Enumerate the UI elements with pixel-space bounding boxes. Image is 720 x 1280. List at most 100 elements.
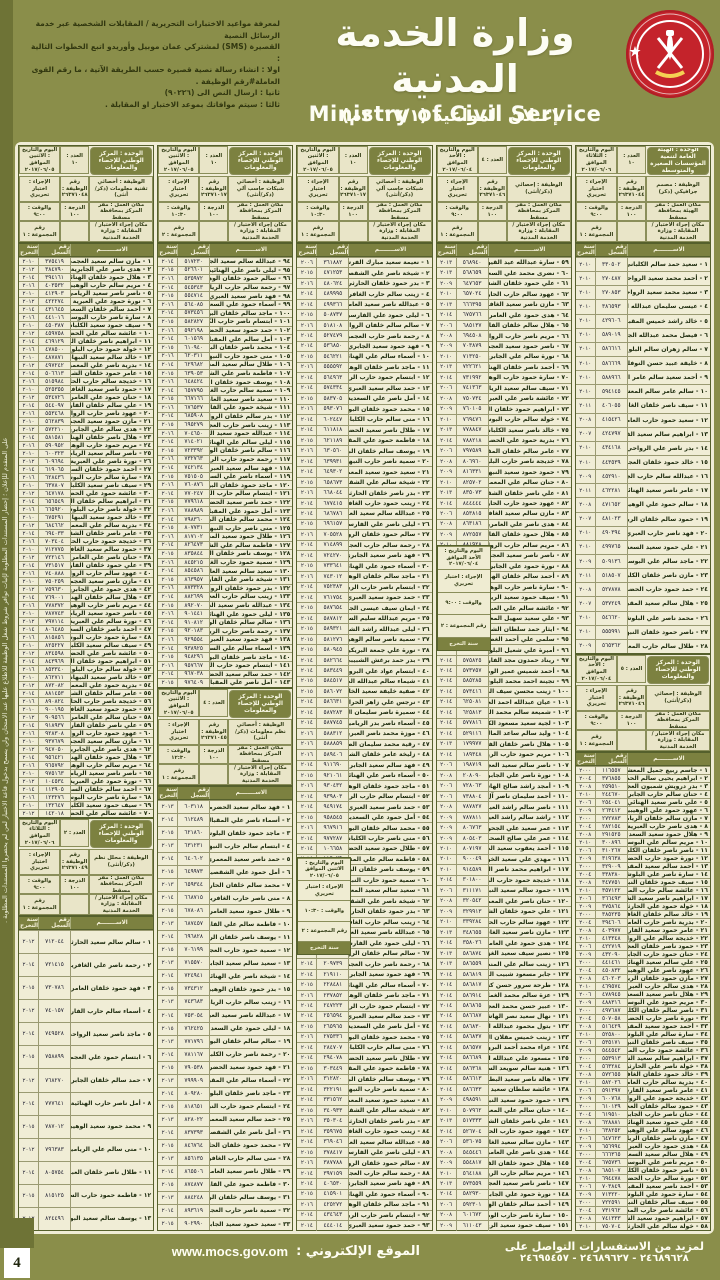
graduation-year: ٢٠١٥: [161, 654, 174, 661]
graduation-year: ٢٠٠٠: [579, 1151, 592, 1158]
graduation-year: ٢٠١٤: [161, 387, 174, 394]
candidate-name: ٩٢ - ابتسام ناصر حارب الريامية: [348, 1210, 430, 1221]
candidate-name: ٣٨ - نورة علي جمعة البريكية: [348, 645, 430, 655]
record-number: ٦٧٥٧٦٦: [455, 310, 488, 320]
exam-time: والوقت : ٩:٠٠: [436, 202, 478, 221]
candidate-name: ٥٣ - خالد ناصر سعيد النبهاني: [69, 674, 152, 681]
graduation-year: ٢٠٠٤: [579, 1159, 592, 1166]
record-number: ٩٠١٤٤١: [177, 610, 209, 618]
graduation-year: ٢٠١٤: [300, 845, 313, 852]
mini-group-number: رقم المجموعة : ٢: [298, 920, 351, 941]
name-column-header: الاســــــــم: [487, 244, 571, 256]
graduation-year: ٢٠١٢: [22, 330, 35, 337]
graduation-year: ٢٠١٥: [161, 293, 174, 300]
candidate-name: ١ - فهد سالم سعيد الحضرمي: [209, 801, 292, 814]
record-number: ٥٦٢٨٣٩: [37, 418, 70, 425]
graduation-year: ٢٠١٠: [579, 374, 592, 381]
candidate-name: ٤٣ - هلال سالم خلفان الهنائي: [69, 594, 152, 601]
graduation-year: ٢٠١٥: [300, 1191, 313, 1198]
table-row: ٩٤ - عبدالله سالم سعيد الجابري٥١٧٢٣٠٢٠١٤: [158, 257, 293, 266]
spacer-cell: [617, 221, 646, 242]
record-number: ٨٤٤٤٤٤: [455, 498, 488, 509]
exam-date: اليوم والتاريخ : الاثنين الموافق ٢٠١٧/٠٦…: [158, 146, 200, 174]
column-header-bar: الاســــــــم رقم السجل سنة التخرج: [17, 916, 155, 930]
intro-line: القصيرة (SMS) لمشتركي عمان موبيل وأوريدو…: [31, 42, 280, 63]
candidate-name: ٤٥ - ناصر حمود سعيد الريامي: [69, 610, 152, 617]
record-number: ٦٧٦٥٣٧: [177, 404, 209, 412]
table-row: ٦٨ - سارة ناصر حارب البوسعيدية١٢٣٢٧٦٢٠١٦: [18, 793, 154, 801]
graduation-year: ٢٠١٤: [161, 619, 174, 626]
table-row: ٣٦ - عائشة حمود حارب المعمرية٥٤٤٥٤٢٢٠٠٩: [575, 1046, 710, 1054]
graduation-year: ٢٠١٥: [300, 647, 313, 654]
record-number: ٦٧٧٤١٥: [316, 498, 348, 509]
graduation-year: ٢٠١٦: [161, 611, 174, 618]
column-header-bar: الاســــــــم رقم السجل سنة التخرج: [17, 243, 155, 257]
graduation-year: ٢٠٠٨: [579, 879, 592, 886]
vacancy-count: العدد : ٥: [617, 655, 646, 683]
graduation-year: ٢٠١٤: [300, 291, 313, 298]
table-row: ١ - نعيمة سعيد مبارك الفرشوبية٣٦١٨٨٢٢٠٠٦: [297, 257, 432, 268]
record-number: ٨٨٢٦٩٩: [177, 593, 209, 601]
record-number: ٤٣٢٠٩٠: [594, 951, 627, 958]
graduation-year: ٢٠١٤: [440, 982, 453, 989]
candidate-name: ٢٤ - زينب حمود حارب الغافرية: [348, 498, 430, 509]
record-number: ٨١٧١٠٢: [177, 533, 209, 541]
graduation-year: ٢٠١٢: [22, 746, 35, 753]
record-number: ٤٣٤٦٤٣: [316, 1210, 348, 1221]
graduation-year: ٢٠١١: [579, 572, 592, 579]
candidate-name: ١٣٩ - حمود حمود سعيد النبهاني: [487, 1095, 569, 1105]
candidate-name: ٧٨ - فاطمة حمود علي المقبالية: [348, 1064, 430, 1074]
candidate-name: ١٠٦ - طلال سالم سعيد المعمري: [209, 361, 291, 369]
candidate-name: ١٩ - يوسف سالم خلفان البلوشي: [348, 446, 430, 456]
table-row: ١٤٠ - حنان سالم علي المعمرية٥٠٧٩٦٢٢٠١٠: [436, 1104, 571, 1116]
graduation-year: ٢٠١٦: [22, 634, 35, 641]
table-row: ١٥ - محمد حمود خلفان البوسعيدي٥٩٣٠٧٦٢٠١٦: [297, 403, 432, 415]
graduation-year: ٢٠١٥: [300, 395, 313, 402]
record-number: ٤٨١٠٢٣: [594, 512, 627, 526]
table-row: ٢٣ - بدر ناصر خلفان الحارثي ٦٦٨٠٤٤ ٢٠١٦: [297, 487, 432, 498]
record-number: ٤٨٧٨٧١: [37, 354, 70, 361]
record-number: ٧٨١١٦٧: [177, 1048, 209, 1061]
record-number: ٥٨٦٦٨٩: [455, 1053, 488, 1064]
record-number: ٥٩٢٣٠١: [455, 1200, 488, 1210]
table-row: ١ - سالم سالم سعيد الحارثي ٧١٢٠٤٤ ٢٠١٢: [18, 930, 154, 954]
table-row: ٩ - سيف حمود سعيد الكلباني ٤٥٠٣٨٧ ٢٠١٠: [18, 321, 154, 329]
graduation-year: ٢٠١٠: [22, 802, 35, 809]
graduation-year: ٢٠١٠: [22, 258, 35, 265]
record-number: ٨٥٦١٣٥: [177, 1152, 209, 1165]
record-number: ٥٧٢٢١٠: [37, 426, 70, 433]
record-number: ٨٣٥٨٤٤: [177, 550, 209, 558]
candidate-name: ٦٢ - هدى ناصر علي الجابرية: [69, 746, 152, 753]
record-number: ٤٩٧٦٨٧: [594, 1007, 627, 1014]
graduation-year: ٢٠١٦: [300, 448, 313, 455]
table-row: ٩٨ - فهد ناصر سعيد العبري ٥٥٤٧١٤ ٢٠١٥: [158, 291, 293, 300]
candidate-name: ١١٩ - حمود سالم سعيد النبهاني: [487, 886, 569, 896]
candidate-name: ٦١ - علي حمود خلفان الشقصي: [487, 278, 571, 289]
table-row: ٢٢ - خديجة سالم علي الرواحية٤١٣٣٤٨٢٠١٠: [575, 934, 710, 942]
table-row: ٧٠ - سارة حمود حارب الوهيبية٧٣١٩٩٢٢٠١٤: [436, 372, 571, 383]
candidate-name: ١٥ - بدر حمود خلفان الوهيبي: [209, 983, 292, 996]
record-number: ٦٢١٨٦٠: [177, 827, 209, 840]
record-number: ٢٣٧٨٥٢: [316, 990, 348, 1001]
record-number: ٦١١٨١٨: [316, 425, 348, 435]
candidate-name: ٢٠ - رحمة ناصر حارب الكلبانية: [209, 1048, 292, 1061]
record-number: ٥٨٦٦١٣: [455, 1074, 488, 1085]
record-number: ٦٥٦٥٤٩: [37, 498, 70, 505]
record-number: ٥٨٤٥١٧: [316, 676, 348, 687]
candidate-name: ٣ - بدر حمود خلفان الحارثي: [348, 278, 430, 289]
table-row: ٧٣ - ابراهيم حمود خلفان السعدي٧٦٠١٠٥٢٠٠٩: [436, 403, 571, 415]
candidate-name: ٤٠ - بدرية سالم حارب العامرية: [626, 1079, 708, 1086]
table-row: ١٣ - سعيد سالم سعيد الجابري٧١٥٥٧٠٢٠١٣: [158, 956, 293, 970]
candidate-name: ٦ - أمل حمود علي الشقصية: [209, 866, 292, 879]
record-number: ٧١٤٠٢١: [177, 438, 209, 447]
record-number: ٧٦٩٤٧٦: [455, 415, 488, 425]
candidate-name: ٢٧ - سالم حمود خلفان الرواحي: [348, 530, 431, 540]
candidate-name: ٤٩ - هلال سالم سعيد السعدي: [626, 1151, 708, 1158]
candidate-name: ١ - نعيمة سعيد مبارك الفرشوبية: [348, 258, 431, 268]
table-row: ١١٣ - زينب ناصر حارب العجمية٦٩٥٢٧٩٢٠١٥: [158, 420, 293, 429]
graduation-year: ٢٠١٦: [22, 602, 35, 609]
graduation-year: ٢٠١٤: [300, 1212, 313, 1219]
record-number: ٩٠٩٥٦٦: [37, 714, 70, 721]
graduation-year: ٢٠١٢: [22, 586, 35, 593]
candidate-name: ٢٩ - طلال ناصر سعيد العامري: [209, 1165, 292, 1178]
